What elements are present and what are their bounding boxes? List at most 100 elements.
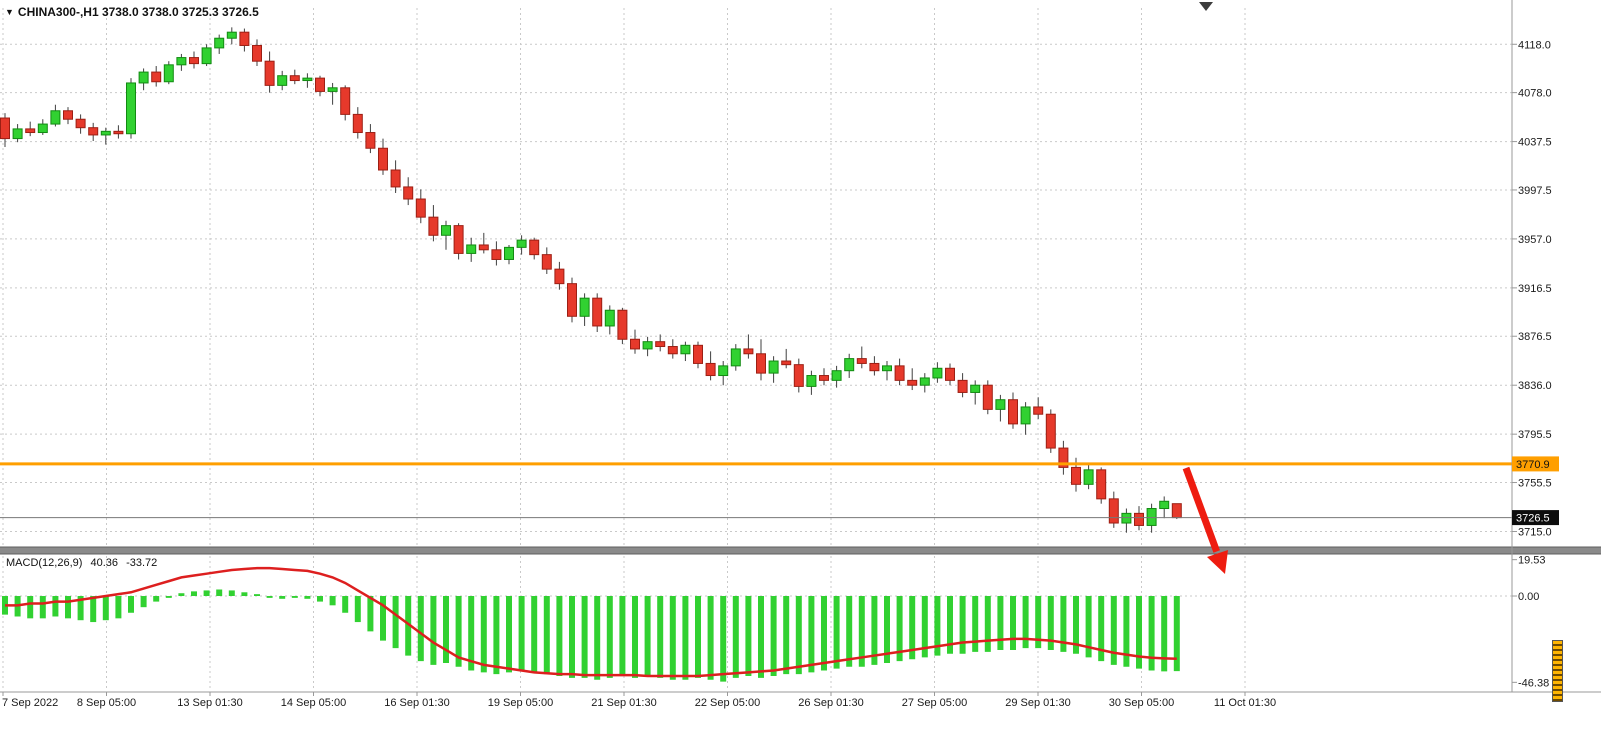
candle-bearish bbox=[1058, 447, 1069, 468]
candle-bearish bbox=[541, 254, 552, 270]
candle-bullish bbox=[1083, 469, 1094, 485]
candle-bearish bbox=[428, 216, 439, 236]
candle-bullish bbox=[126, 82, 136, 135]
axes-frame bbox=[0, 0, 1601, 693]
candle-bullish bbox=[100, 130, 111, 136]
candle-bearish bbox=[453, 225, 464, 254]
pane-separator[interactable] bbox=[0, 546, 1601, 555]
candle-bullish bbox=[441, 225, 451, 236]
candle-bullish bbox=[604, 309, 615, 327]
candle-bullish bbox=[1121, 512, 1132, 524]
candle-bearish bbox=[617, 309, 628, 340]
candle-bearish bbox=[592, 297, 603, 327]
price-tick-label: 4078.0 bbox=[1518, 88, 1552, 100]
candle-bearish bbox=[554, 268, 565, 285]
candle-bullish bbox=[516, 239, 527, 248]
candle-bearish bbox=[113, 130, 124, 135]
macd-value-main: 40.36 bbox=[90, 557, 119, 569]
candle-bullish bbox=[277, 75, 288, 86]
candle-bearish bbox=[264, 60, 275, 86]
trend-arrow[interactable] bbox=[1182, 466, 1228, 574]
time-tick-label: 14 Sep 05:00 bbox=[281, 697, 346, 709]
candle-bearish bbox=[315, 77, 325, 92]
candle-bearish bbox=[982, 384, 993, 410]
price-axis-slider[interactable] bbox=[1552, 640, 1563, 702]
candle-bullish bbox=[163, 64, 174, 83]
candle-bearish bbox=[151, 71, 162, 83]
candle-bearish bbox=[88, 127, 99, 136]
candle-bearish bbox=[289, 75, 300, 82]
candle-bearish bbox=[743, 348, 754, 355]
last-price-label bbox=[1512, 510, 1559, 526]
candle-bearish bbox=[894, 365, 905, 381]
candle-bearish bbox=[693, 344, 703, 364]
candle-bearish bbox=[667, 346, 678, 355]
candle-bullish bbox=[226, 31, 237, 39]
time-tick-label: 26 Sep 01:30 bbox=[798, 697, 863, 709]
candle-bullish bbox=[995, 399, 1006, 410]
candle-bullish bbox=[37, 123, 48, 134]
candle-bearish bbox=[1045, 413, 1056, 449]
candle-bearish bbox=[957, 379, 968, 393]
candle-bearish bbox=[0, 117, 10, 140]
candle-bearish bbox=[655, 341, 666, 348]
time-tick-label: 8 Sep 05:00 bbox=[77, 697, 136, 709]
candle-bearish bbox=[390, 169, 401, 188]
candle-bearish bbox=[491, 249, 502, 260]
candle-bullish bbox=[504, 246, 514, 260]
candle-bearish bbox=[239, 31, 250, 46]
price-tick-label: 3916.5 bbox=[1518, 283, 1552, 295]
macd-tick-label: 0.00 bbox=[1518, 591, 1539, 603]
candle-bullish bbox=[1020, 406, 1031, 425]
candle-bullish bbox=[214, 37, 225, 49]
candle-bearish bbox=[252, 44, 262, 62]
candle-bullish bbox=[642, 341, 653, 350]
candle-bullish bbox=[844, 358, 855, 372]
chart-shift-marker[interactable] bbox=[1199, 2, 1213, 11]
candle-bearish bbox=[352, 113, 363, 134]
time-tick-label: 27 Sep 05:00 bbox=[902, 697, 967, 709]
time-tick-label: 16 Sep 01:30 bbox=[384, 697, 449, 709]
time-tick-label: 7 Sep 2022 bbox=[2, 697, 58, 709]
candle-bullish bbox=[919, 377, 930, 386]
price-tick-label: 3715.0 bbox=[1518, 526, 1552, 538]
candle-bullish bbox=[1146, 508, 1157, 526]
symbol-dropdown-icon[interactable]: ▼ bbox=[5, 6, 14, 17]
price-tick-label: 3795.5 bbox=[1518, 429, 1552, 441]
macd-name: MACD(12,26,9) bbox=[6, 557, 83, 569]
time-axis[interactable]: 7 Sep 2022 8 Sep 05:00 13 Sep 01:30 14 Sep … bbox=[2, 692, 1276, 709]
candle-bearish bbox=[75, 118, 86, 129]
time-tick-label: 22 Sep 05:00 bbox=[695, 697, 760, 709]
candle-bearish bbox=[793, 364, 804, 387]
candle-bullish bbox=[201, 47, 212, 65]
macd-signal-line bbox=[5, 566, 1177, 678]
macd-tick-label: -46.38 bbox=[1518, 677, 1549, 689]
candle-bearish bbox=[25, 128, 36, 134]
candle-bearish bbox=[705, 362, 716, 377]
time-tick-label: 19 Sep 05:00 bbox=[488, 697, 553, 709]
macd-histogram bbox=[2, 589, 1180, 682]
time-tick-label: 29 Sep 01:30 bbox=[1005, 697, 1070, 709]
candle-bullish bbox=[932, 367, 943, 379]
candle-bullish bbox=[1159, 500, 1170, 510]
time-tick-label: 21 Sep 01:30 bbox=[591, 697, 656, 709]
candle-bearish bbox=[340, 87, 351, 115]
candle-bearish bbox=[945, 367, 955, 381]
candle-bearish bbox=[907, 379, 918, 386]
candle-bearish bbox=[1033, 406, 1044, 415]
price-axis[interactable]: 4118.0 4078.0 4037.5 3997.5 3957.0 3916.5 3876… bbox=[1512, 39, 1559, 689]
candle-bullish bbox=[327, 87, 338, 92]
macd-indicator-label: MACD(12,26,9) 40.36 -33.72 bbox=[6, 557, 162, 569]
candles-layer bbox=[0, 27, 1182, 533]
candle-bearish bbox=[567, 283, 577, 317]
candle-bearish bbox=[756, 353, 766, 374]
price-tick-label: 4037.5 bbox=[1518, 137, 1552, 149]
candle-bullish bbox=[138, 71, 149, 84]
candle-bullish bbox=[718, 365, 729, 377]
price-tick-label: 3755.5 bbox=[1518, 478, 1552, 490]
candle-bullish bbox=[176, 57, 187, 66]
candle-bullish bbox=[466, 244, 477, 254]
time-tick-label: 30 Sep 05:00 bbox=[1109, 697, 1174, 709]
